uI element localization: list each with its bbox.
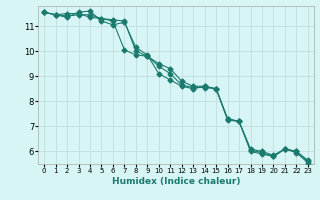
X-axis label: Humidex (Indice chaleur): Humidex (Indice chaleur) (112, 177, 240, 186)
